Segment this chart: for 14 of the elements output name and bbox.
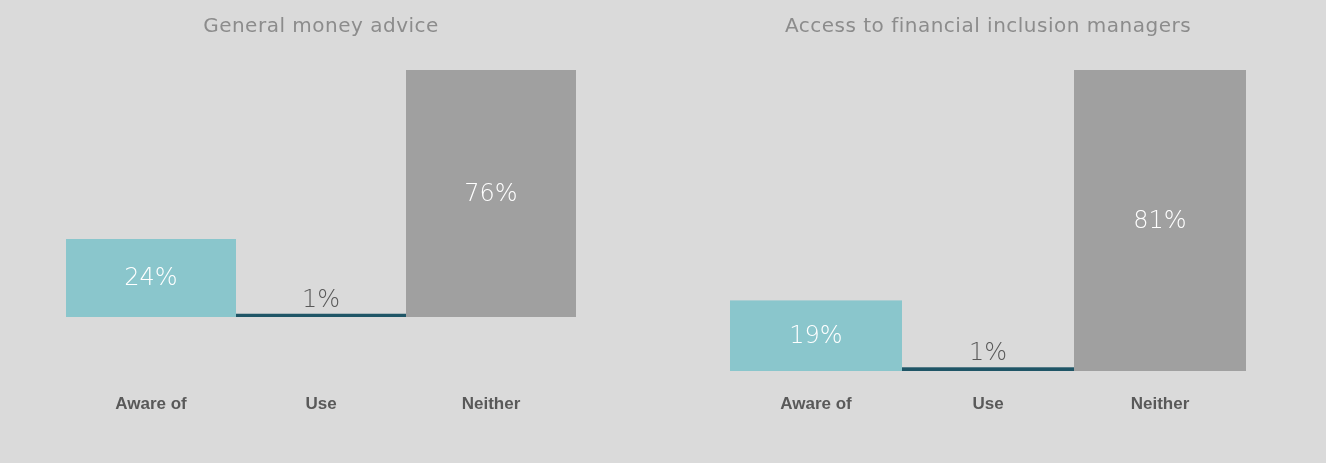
data-label: 1%: [968, 338, 1008, 367]
chart-title: General money advice: [203, 13, 439, 37]
x-tick-label: Neither: [1130, 394, 1190, 413]
data-label: 76%: [464, 178, 518, 207]
x-tick-label: Aware of: [780, 394, 853, 413]
chart-title: Access to financial inclusion managers: [784, 13, 1192, 37]
x-tick-label: Use: [972, 394, 1004, 413]
data-label: 81%: [1133, 205, 1187, 234]
data-label: 24%: [124, 263, 178, 291]
x-tick-label: Aware of: [115, 394, 188, 413]
data-label: 19%: [789, 320, 843, 349]
x-tick-label: Neither: [461, 394, 521, 413]
x-tick-label: Use: [305, 394, 337, 413]
data-label: 1%: [301, 284, 341, 313]
